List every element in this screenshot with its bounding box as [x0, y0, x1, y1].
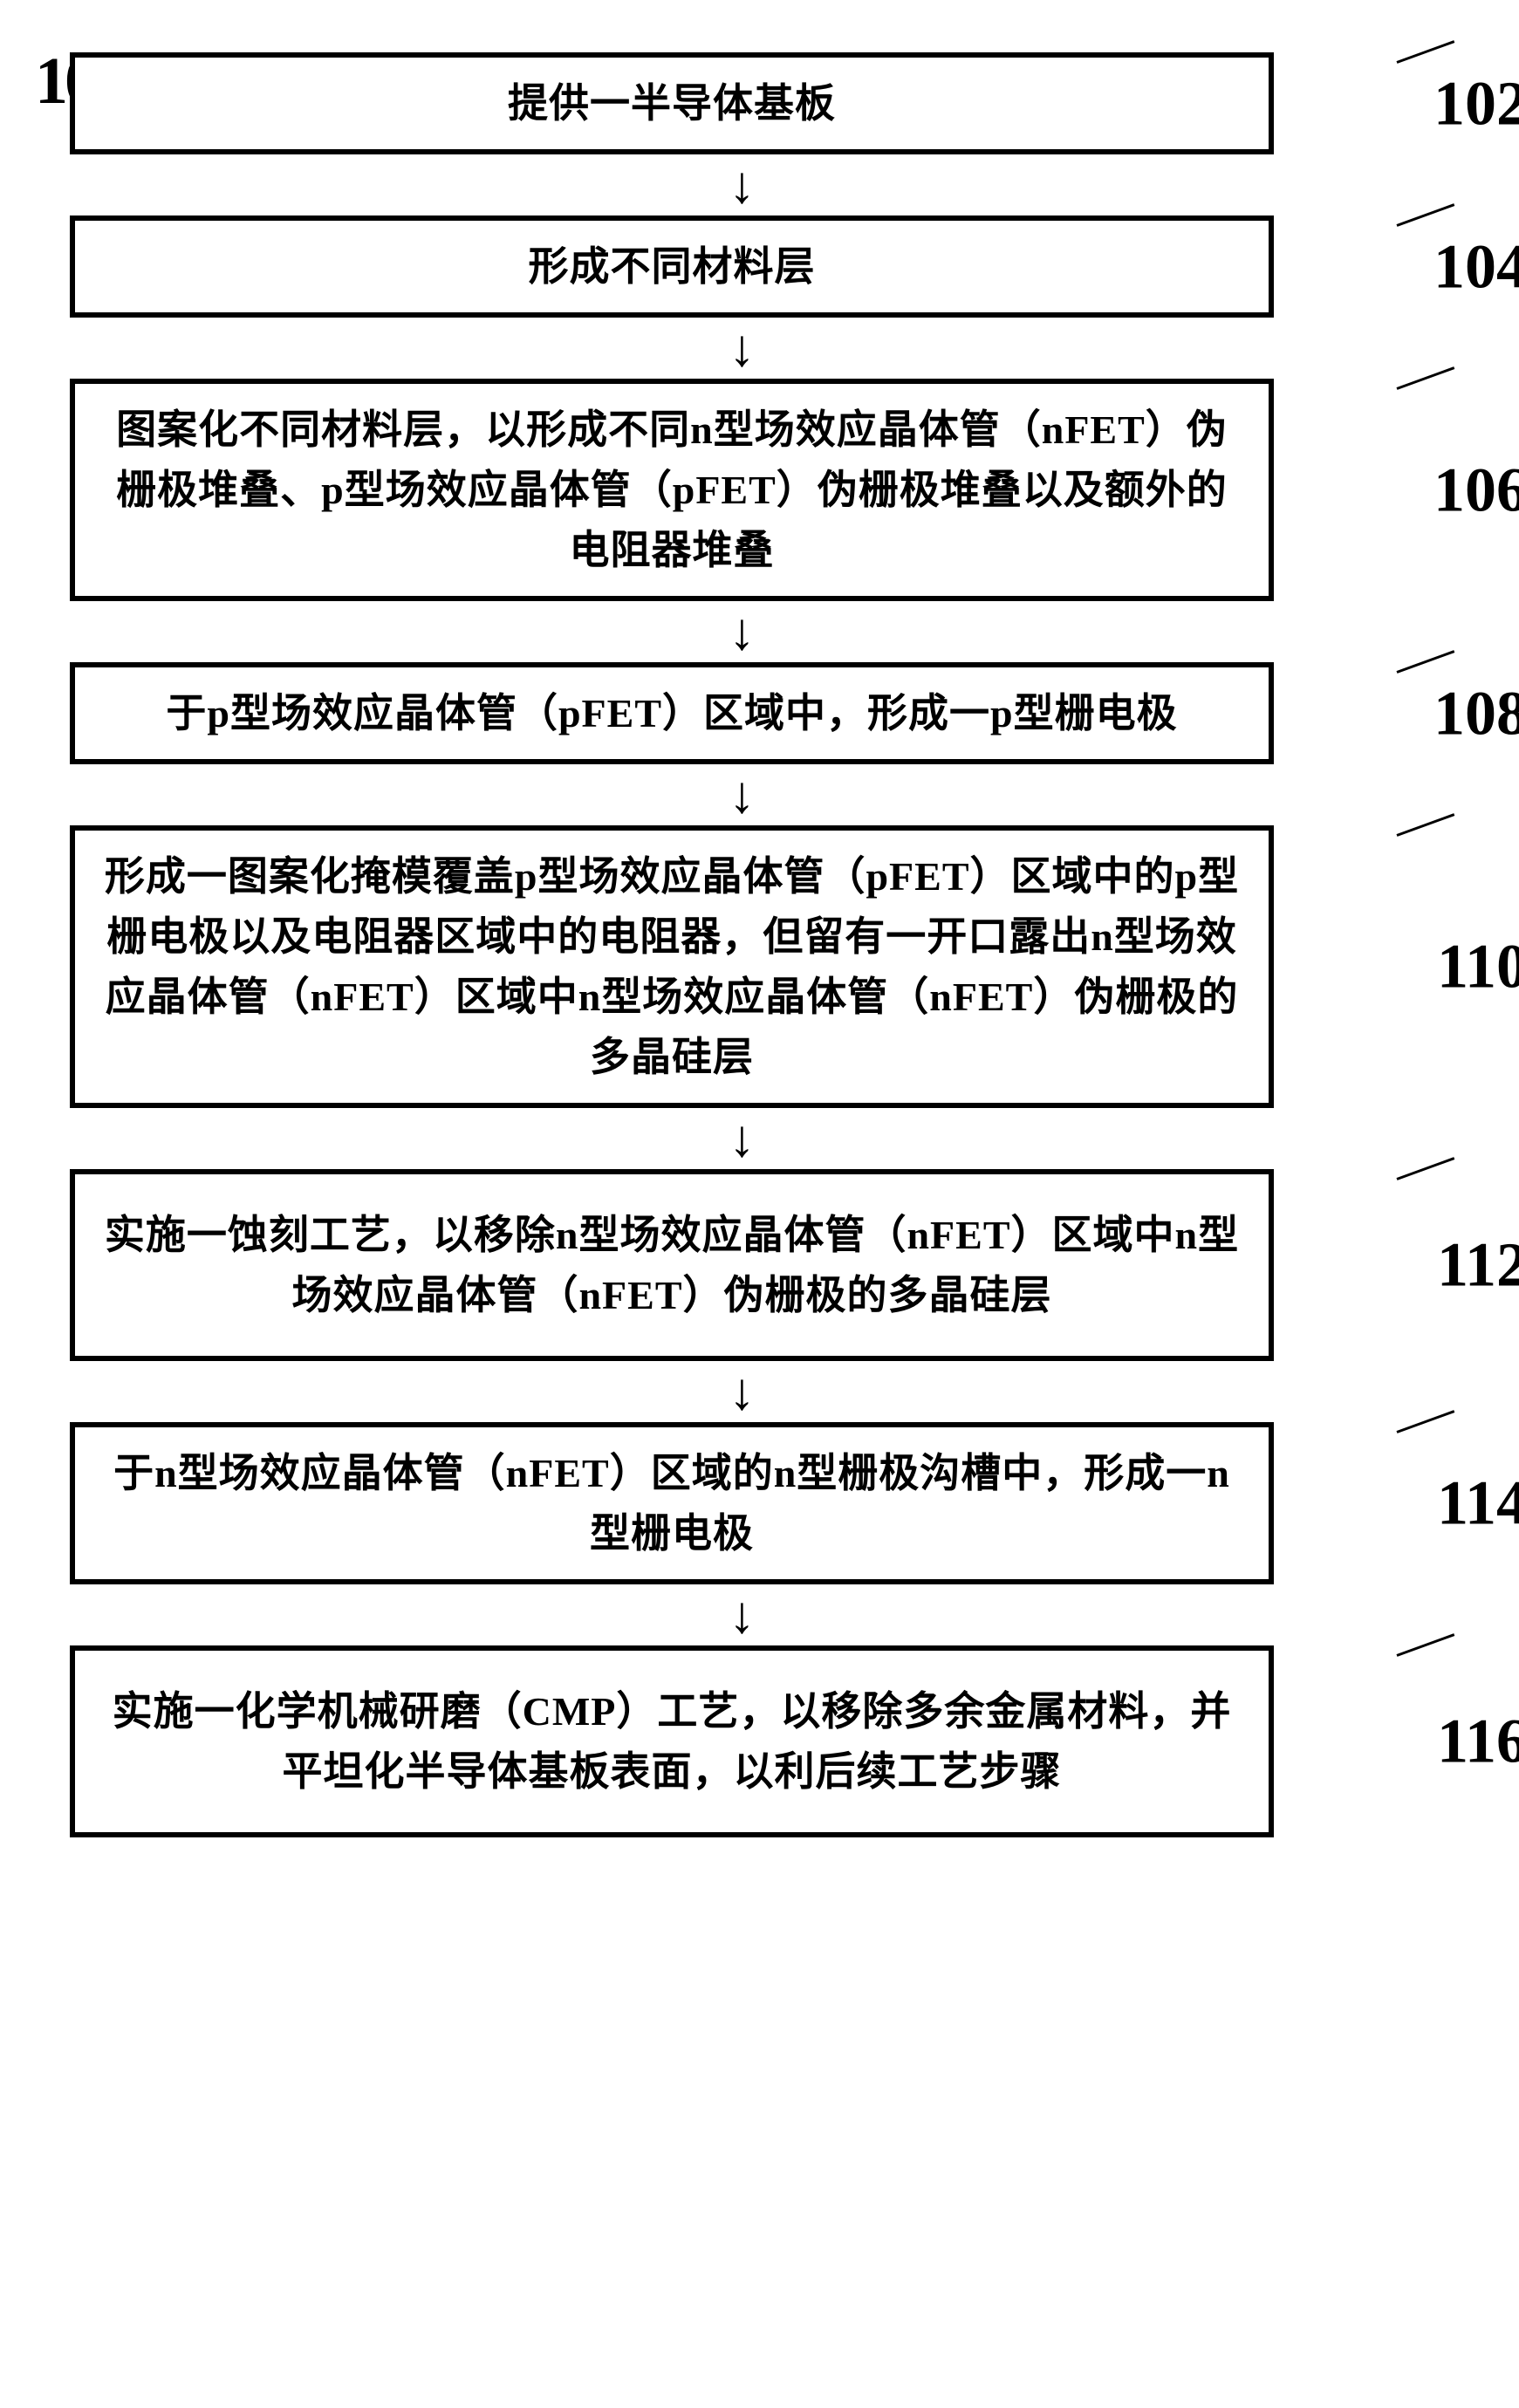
step-text: 提供一半导体基板 [508, 73, 836, 133]
step-box-114: 于n型场效应晶体管（nFET）区域的n型栅极沟槽中，形成一n型栅电极 [70, 1422, 1274, 1584]
leader-line [1396, 40, 1454, 64]
step-box-110: 形成一图案化掩模覆盖p型场效应晶体管（pFET）区域中的p型栅电极以及电阻器区域… [70, 825, 1274, 1108]
arrow-connector: ↓ [140, 1361, 1345, 1422]
leader-line [1396, 650, 1454, 674]
leader-line [1396, 1410, 1454, 1433]
arrow-down-icon: ↓ [729, 605, 756, 658]
step-box-112: 实施一蚀刻工艺，以移除n型场效应晶体管（nFET）区域中n型场效应晶体管（nFE… [70, 1169, 1274, 1361]
step-text: 于p型场效应晶体管（pFET）区域中，形成一p型栅电极 [166, 683, 1177, 743]
arrow-connector: ↓ [140, 154, 1345, 215]
step-label: 106 [1433, 454, 1519, 526]
arrow-down-icon: ↓ [729, 1365, 756, 1418]
leader-line [1396, 203, 1454, 227]
arrow-down-icon: ↓ [729, 769, 756, 821]
step-text: 实施一蚀刻工艺，以移除n型场效应晶体管（nFET）区域中n型场效应晶体管（nFE… [101, 1205, 1242, 1325]
step-container: 图案化不同材料层，以形成不同n型场效应晶体管（nFET）伪栅极堆叠、p型场效应晶… [70, 379, 1414, 601]
step-label: 116 [1437, 1706, 1519, 1778]
arrow-connector: ↓ [140, 1108, 1345, 1169]
step-label: 110 [1437, 931, 1519, 1003]
step-box-106: 图案化不同材料层，以形成不同n型场效应晶体管（nFET）伪栅极堆叠、p型场效应晶… [70, 379, 1274, 601]
step-text: 图案化不同材料层，以形成不同n型场效应晶体管（nFET）伪栅极堆叠、p型场效应晶… [101, 400, 1242, 580]
step-container: 实施一蚀刻工艺，以移除n型场效应晶体管（nFET）区域中n型场效应晶体管（nFE… [70, 1169, 1414, 1361]
step-label: 114 [1437, 1467, 1519, 1540]
step-container: 形成一图案化掩模覆盖p型场效应晶体管（pFET）区域中的p型栅电极以及电阻器区域… [70, 825, 1414, 1108]
arrow-connector: ↓ [140, 318, 1345, 379]
arrow-down-icon: ↓ [729, 322, 756, 374]
arrow-connector: ↓ [140, 1584, 1345, 1645]
arrow-connector: ↓ [140, 764, 1345, 825]
leader-line [1396, 813, 1454, 837]
step-text: 形成一图案化掩模覆盖p型场效应晶体管（pFET）区域中的p型栅电极以及电阻器区域… [101, 846, 1242, 1087]
step-box-104: 形成不同材料层 [70, 215, 1274, 318]
step-container: 实施一化学机械研磨（CMP）工艺，以移除多余金属材料，并平坦化半导体基板表面，以… [70, 1645, 1414, 1837]
step-label: 104 [1433, 230, 1519, 303]
step-container: 于n型场效应晶体管（nFET）区域的n型栅极沟槽中，形成一n型栅电极 114 [70, 1422, 1414, 1584]
arrow-down-icon: ↓ [729, 1589, 756, 1641]
flowchart-container: 100 ↗ 提供一半导体基板 102 ↓ 形成不同材料层 104 ↓ 图案化不同… [70, 52, 1414, 1837]
arrow-down-icon: ↓ [729, 1112, 756, 1165]
step-box-102: 提供一半导体基板 [70, 52, 1274, 154]
step-text: 形成不同材料层 [529, 236, 816, 297]
leader-line [1396, 366, 1454, 390]
step-label: 102 [1433, 67, 1519, 140]
step-container: 提供一半导体基板 102 [70, 52, 1414, 154]
step-label: 108 [1433, 677, 1519, 749]
leader-line [1396, 1157, 1454, 1180]
arrow-connector: ↓ [140, 601, 1345, 662]
step-text: 实施一化学机械研磨（CMP）工艺，以移除多余金属材料，并平坦化半导体基板表面，以… [101, 1681, 1242, 1802]
step-container: 于p型场效应晶体管（pFET）区域中，形成一p型栅电极 108 [70, 662, 1414, 764]
step-box-116: 实施一化学机械研磨（CMP）工艺，以移除多余金属材料，并平坦化半导体基板表面，以… [70, 1645, 1274, 1837]
arrow-down-icon: ↓ [729, 159, 756, 211]
step-label: 112 [1437, 1229, 1519, 1302]
step-box-108: 于p型场效应晶体管（pFET）区域中，形成一p型栅电极 [70, 662, 1274, 764]
leader-line [1396, 1633, 1454, 1657]
step-container: 形成不同材料层 104 [70, 215, 1414, 318]
step-text: 于n型场效应晶体管（nFET）区域的n型栅极沟槽中，形成一n型栅电极 [101, 1443, 1242, 1563]
